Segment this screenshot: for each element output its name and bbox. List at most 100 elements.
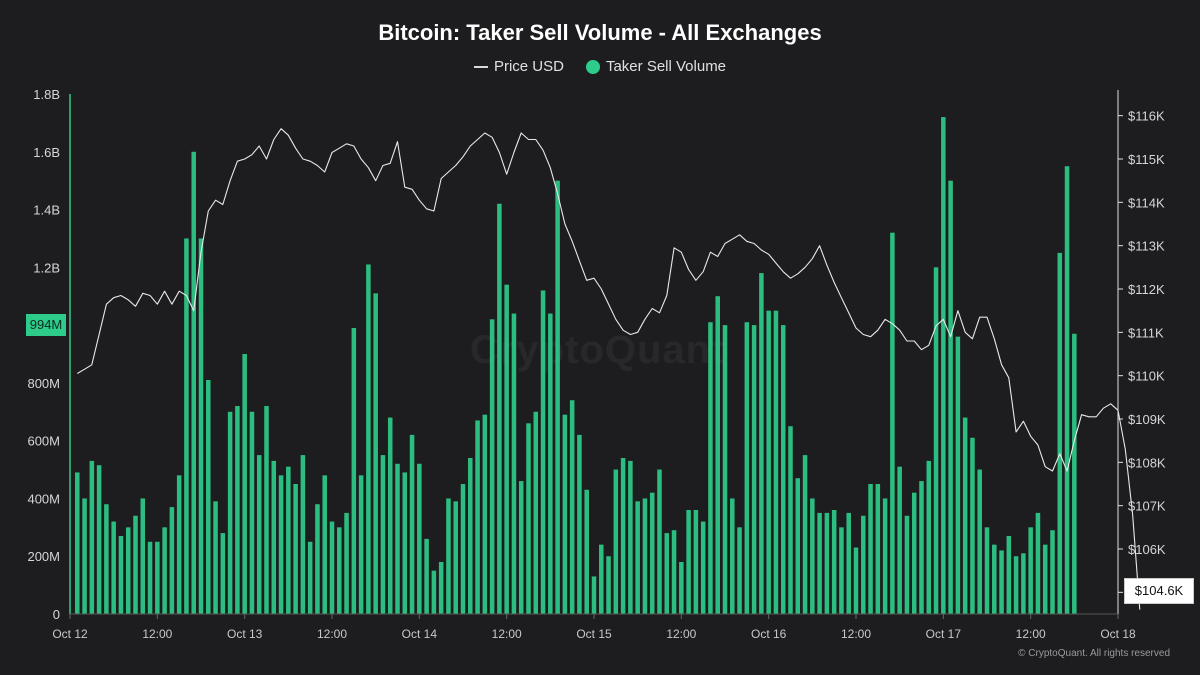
x-tick-label: 12:00 xyxy=(317,627,347,641)
chart-title: Bitcoin: Taker Sell Volume - All Exchang… xyxy=(378,20,822,45)
volume-bar xyxy=(438,562,444,614)
volume-bar xyxy=(686,510,691,614)
volume-bar xyxy=(504,284,509,614)
volume-bar xyxy=(256,455,262,614)
volume-bar xyxy=(875,484,881,614)
volume-bar xyxy=(380,455,386,614)
volume-bar xyxy=(890,232,895,614)
y-right-tick-label: $107K xyxy=(1128,499,1166,514)
volume-bar xyxy=(649,492,655,614)
legend-item-price[interactable]: Price USD xyxy=(473,58,564,75)
volume-bar xyxy=(671,530,677,614)
legend-label-price: Price USD xyxy=(493,58,564,75)
y-right-tick-label: $108K xyxy=(1128,455,1166,470)
volume-bar xyxy=(846,512,851,614)
volume-bar xyxy=(642,498,648,614)
y-left-tick-label: 0 xyxy=(53,607,60,622)
volume-bar xyxy=(591,576,597,614)
legend-dot-icon xyxy=(585,59,600,74)
volume-bar xyxy=(635,501,640,614)
x-tick-label: Oct 14 xyxy=(402,627,438,641)
volume-bar xyxy=(489,319,495,614)
volume-bar xyxy=(882,498,888,614)
volume-bar xyxy=(817,512,822,614)
volume-bar xyxy=(424,538,429,614)
volume-bar xyxy=(125,527,131,614)
volume-bar xyxy=(307,541,313,614)
volume-bar xyxy=(1006,536,1012,614)
y-left-tick-label: 600M xyxy=(27,434,60,449)
volume-bar xyxy=(191,151,196,614)
volume-bar xyxy=(853,547,859,614)
volume-bar xyxy=(518,481,524,614)
volume-bar xyxy=(810,498,815,614)
y-right-tick-label: $109K xyxy=(1128,412,1166,427)
volume-bar xyxy=(919,481,924,614)
volume-bar xyxy=(766,310,771,614)
x-tick-label: Oct 18 xyxy=(1100,627,1136,641)
volume-bar xyxy=(839,527,844,614)
volume-bar xyxy=(155,541,160,614)
volume-bar xyxy=(220,533,226,614)
volume-bar xyxy=(722,325,728,614)
volume-bar xyxy=(780,325,786,614)
volume-bar xyxy=(337,527,342,614)
volume-bar xyxy=(744,322,750,614)
volume-bar xyxy=(242,354,247,614)
volume-bar xyxy=(620,458,626,614)
x-tick-label: Oct 15 xyxy=(576,627,612,641)
volume-bar xyxy=(759,273,764,614)
price-line xyxy=(77,128,1141,610)
y-right-tick-label: $114K xyxy=(1128,195,1165,210)
y-left-tick-label: 1.6B xyxy=(33,145,60,160)
volume-bar xyxy=(300,455,306,614)
x-tick-label: Oct 17 xyxy=(926,627,962,641)
volume-bar xyxy=(999,550,1004,614)
volume-bar xyxy=(802,455,808,614)
volume-bar xyxy=(613,469,619,614)
volume-bar xyxy=(569,400,575,614)
y-left-tick-label: 1.2B xyxy=(33,260,60,275)
volume-bar xyxy=(162,527,167,614)
volume-bar xyxy=(599,544,604,614)
volume-bar xyxy=(511,313,517,614)
current-price-tag: $104.6K xyxy=(1124,578,1194,604)
volume-bar xyxy=(184,238,189,614)
volume-bar xyxy=(402,472,408,614)
volume-bar xyxy=(111,521,116,614)
volume-bar xyxy=(526,423,531,614)
volume-bar xyxy=(948,180,953,614)
volume-bar xyxy=(118,536,124,614)
volume-bar xyxy=(227,411,233,614)
volume-bar xyxy=(358,475,364,614)
volume-bar xyxy=(897,466,902,614)
volume-bar xyxy=(213,501,218,614)
volume-bar xyxy=(555,180,560,614)
legend-item-volume[interactable]: Taker Sell Volume xyxy=(585,58,726,75)
volume-bar xyxy=(730,498,735,614)
volume-bar xyxy=(176,475,182,614)
volume-bar xyxy=(344,512,349,614)
volume-bar xyxy=(198,238,204,614)
y-left-tick-label: 1.8B xyxy=(33,87,60,102)
volume-bar xyxy=(75,472,80,614)
volume-bar xyxy=(861,515,866,614)
bars-layer xyxy=(75,117,1077,614)
volume-bar xyxy=(533,411,539,614)
volume-bar xyxy=(278,475,284,614)
volume-bar xyxy=(409,434,415,614)
y-right-tick-label: $111K xyxy=(1128,325,1164,340)
volume-bar xyxy=(1028,527,1033,614)
volume-bar xyxy=(540,290,546,614)
volume-bar xyxy=(315,504,320,614)
copyright-text: © CryptoQuant. All rights reserved xyxy=(1018,648,1170,659)
volume-bar xyxy=(460,484,466,614)
y-left-tick-label: 800M xyxy=(27,376,60,391)
volume-bar xyxy=(82,498,87,614)
volume-bar xyxy=(904,515,910,614)
volume-bar xyxy=(89,460,95,614)
volume-bar xyxy=(773,310,779,614)
volume-bar xyxy=(577,434,582,614)
volume-bar xyxy=(446,498,451,614)
